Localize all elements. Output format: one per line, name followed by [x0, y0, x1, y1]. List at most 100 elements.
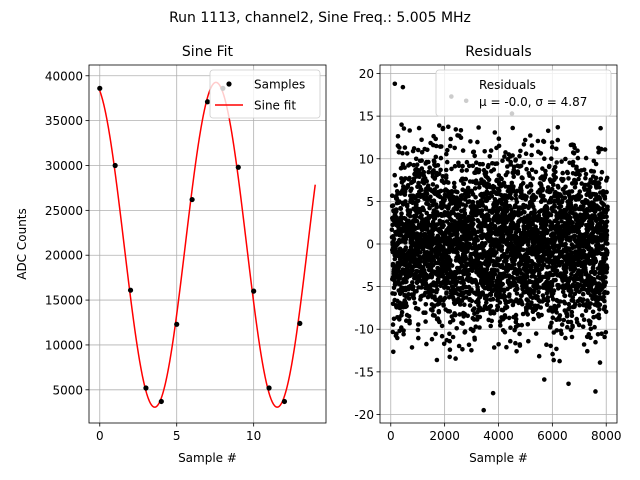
residual-point: [603, 223, 609, 229]
y-tick-label: 30000: [45, 159, 83, 173]
residual-point: [472, 186, 478, 191]
residual-point: [596, 149, 601, 155]
residual-point: [580, 291, 586, 297]
residual-point: [460, 321, 466, 326]
residual-point: [604, 219, 610, 224]
residual-point: [458, 128, 464, 133]
residual-point: [477, 314, 483, 320]
residual-point: [588, 184, 593, 190]
residual-point: [504, 344, 509, 350]
residual-point: [475, 238, 481, 243]
residual-point: [556, 185, 561, 190]
residual-point: [396, 150, 402, 155]
residual-point: [549, 186, 555, 192]
residual-point: [592, 269, 598, 275]
residual-point: [521, 142, 527, 147]
residual-point: [563, 335, 568, 341]
residual-point: [550, 315, 556, 321]
residual-point: [469, 298, 475, 304]
residual-point: [497, 188, 502, 193]
residual-point: [401, 328, 406, 333]
residual-point: [470, 199, 476, 205]
residual-point: [565, 170, 570, 176]
residual-point: [509, 196, 515, 201]
residual-point: [570, 162, 576, 168]
residual-point: [399, 309, 405, 315]
residual-point: [546, 164, 552, 170]
residual-point: [453, 356, 458, 361]
residual-point: [454, 326, 460, 331]
residual-point: [570, 159, 576, 165]
residual-point: [577, 302, 582, 308]
residual-point: [529, 167, 535, 173]
residual-point: [493, 243, 498, 249]
residual-point: [484, 297, 490, 302]
y-tick-label: 20: [359, 67, 374, 81]
residual-point: [455, 231, 460, 237]
residual-point: [397, 145, 402, 150]
residual-point: [555, 125, 561, 130]
residual-point: [533, 331, 539, 336]
residual-point: [529, 279, 534, 285]
residual-point: [402, 145, 408, 150]
residual-point: [403, 245, 409, 250]
residual-point: [409, 345, 415, 350]
residual-point: [511, 170, 517, 175]
residual-point: [404, 318, 409, 324]
residual-point: [476, 300, 481, 305]
residual-point: [466, 163, 472, 169]
residual-point: [495, 268, 500, 273]
residual-point: [407, 161, 413, 167]
y-tick-label: 40000: [45, 69, 83, 83]
residual-point: [560, 289, 566, 295]
residual-point: [499, 176, 504, 182]
residual-point: [537, 285, 542, 290]
residual-point: [540, 186, 545, 191]
residual-point: [475, 139, 480, 145]
residual-point: [553, 169, 558, 175]
residual-point: [554, 328, 560, 333]
residual-point: [423, 319, 428, 324]
residual-point: [525, 312, 530, 317]
residual-point: [538, 305, 543, 310]
residual-point: [418, 259, 424, 264]
residual-point: [431, 198, 437, 203]
residual-point: [456, 343, 462, 349]
residual-point: [555, 137, 561, 143]
residual-point: [483, 241, 488, 246]
y-tick-label: 5: [366, 195, 374, 209]
residual-point: [500, 281, 506, 287]
residual-point: [403, 176, 408, 181]
residual-point: [392, 256, 398, 262]
residual-point: [551, 357, 556, 363]
residual-point: [496, 136, 502, 141]
residual-point: [565, 324, 570, 330]
residual-point: [486, 162, 491, 168]
residual-point: [411, 146, 417, 151]
residual-point: [555, 196, 561, 202]
residual-point: [450, 334, 456, 340]
residual-point: [544, 342, 549, 348]
residual-point: [449, 189, 455, 194]
residual-point: [505, 164, 510, 169]
residual-point: [433, 297, 439, 303]
residual-point: [486, 213, 491, 218]
y-tick-label: -10: [354, 323, 374, 337]
residual-point: [390, 329, 396, 335]
residual-point: [602, 196, 608, 201]
residual-point: [528, 133, 533, 138]
residual-point: [512, 262, 517, 267]
x-axis-label: Sample #: [178, 451, 237, 465]
residual-point: [391, 236, 397, 242]
residual-point: [559, 194, 564, 199]
residual-point: [508, 325, 513, 331]
residual-point: [590, 309, 596, 315]
residual-point: [490, 296, 496, 302]
residual-point: [592, 324, 597, 330]
residual-point: [558, 204, 564, 209]
residual-point: [525, 322, 531, 327]
residual-point: [416, 306, 421, 312]
residual-point: [462, 302, 467, 308]
residual-point: [463, 176, 469, 182]
residual-point: [558, 299, 563, 304]
